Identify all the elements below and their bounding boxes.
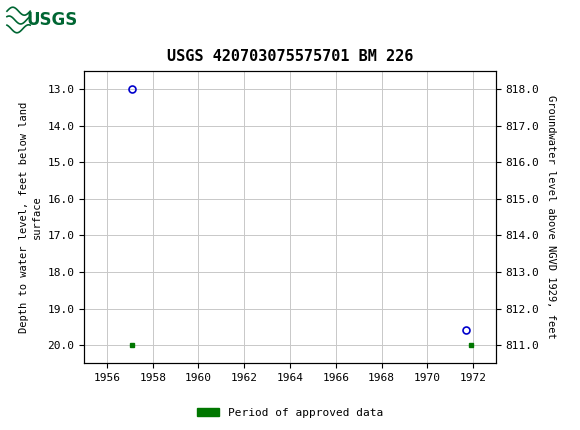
Title: USGS 420703075575701 BM 226: USGS 420703075575701 BM 226	[167, 49, 413, 64]
Y-axis label: Depth to water level, feet below land
surface: Depth to water level, feet below land su…	[19, 101, 42, 333]
FancyBboxPatch shape	[2, 2, 92, 38]
Legend: Period of approved data: Period of approved data	[193, 403, 387, 422]
Y-axis label: Groundwater level above NGVD 1929, feet: Groundwater level above NGVD 1929, feet	[546, 95, 556, 339]
Text: USGS: USGS	[27, 11, 78, 29]
